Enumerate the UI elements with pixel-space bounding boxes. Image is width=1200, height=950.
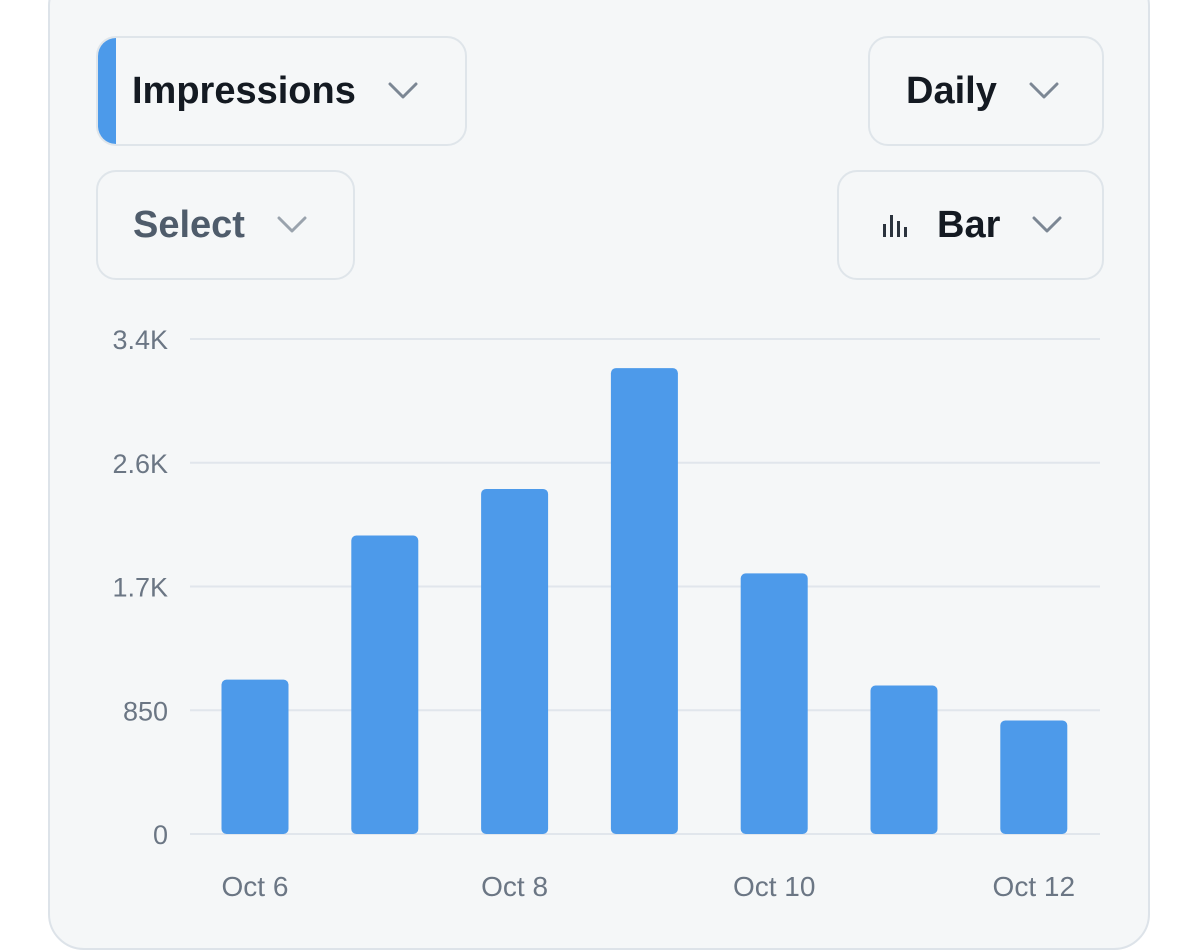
bar[interactable] <box>740 573 808 834</box>
compare-dropdown-label: Select <box>133 203 245 246</box>
bar[interactable] <box>481 488 549 834</box>
y-tick-label: 1.7K <box>112 573 168 603</box>
bar[interactable] <box>870 685 938 835</box>
metric-dropdown-label: Impressions <box>132 69 356 112</box>
bar-chart-icon <box>883 215 907 237</box>
compare-dropdown[interactable]: Select <box>96 170 355 280</box>
x-tick-label: Oct 6 <box>222 871 289 902</box>
chart-type-dropdown-label: Bar <box>937 203 1001 246</box>
bar-chart: 0 850 1.7K 2.6K 3.4K Oct 6 Oct 8 Oct 10 Oct 12 <box>112 325 1100 902</box>
bar[interactable] <box>1000 720 1068 834</box>
y-tick-label: 2.6K <box>112 449 168 479</box>
y-tick-label: 0 <box>153 820 168 850</box>
bar[interactable] <box>351 535 419 834</box>
chevron-down-icon <box>1029 82 1059 99</box>
interval-dropdown-label: Daily <box>906 69 997 112</box>
chevron-down-icon <box>1032 216 1062 233</box>
y-tick-label: 3.4K <box>112 325 168 355</box>
interval-dropdown[interactable]: Daily <box>868 36 1104 146</box>
y-tick-label: 850 <box>123 696 168 726</box>
metric-dropdown[interactable]: Impressions <box>96 36 467 146</box>
x-tick-label: Oct 12 <box>993 871 1075 902</box>
x-tick-label: Oct 8 <box>481 871 548 902</box>
chevron-down-icon <box>388 82 418 99</box>
chevron-down-icon <box>277 216 307 233</box>
bar[interactable] <box>221 679 289 834</box>
metric-accent-bar <box>98 38 116 144</box>
bar[interactable] <box>610 368 678 834</box>
chart-type-dropdown[interactable]: Bar <box>837 170 1104 280</box>
x-tick-label: Oct 10 <box>733 871 815 902</box>
